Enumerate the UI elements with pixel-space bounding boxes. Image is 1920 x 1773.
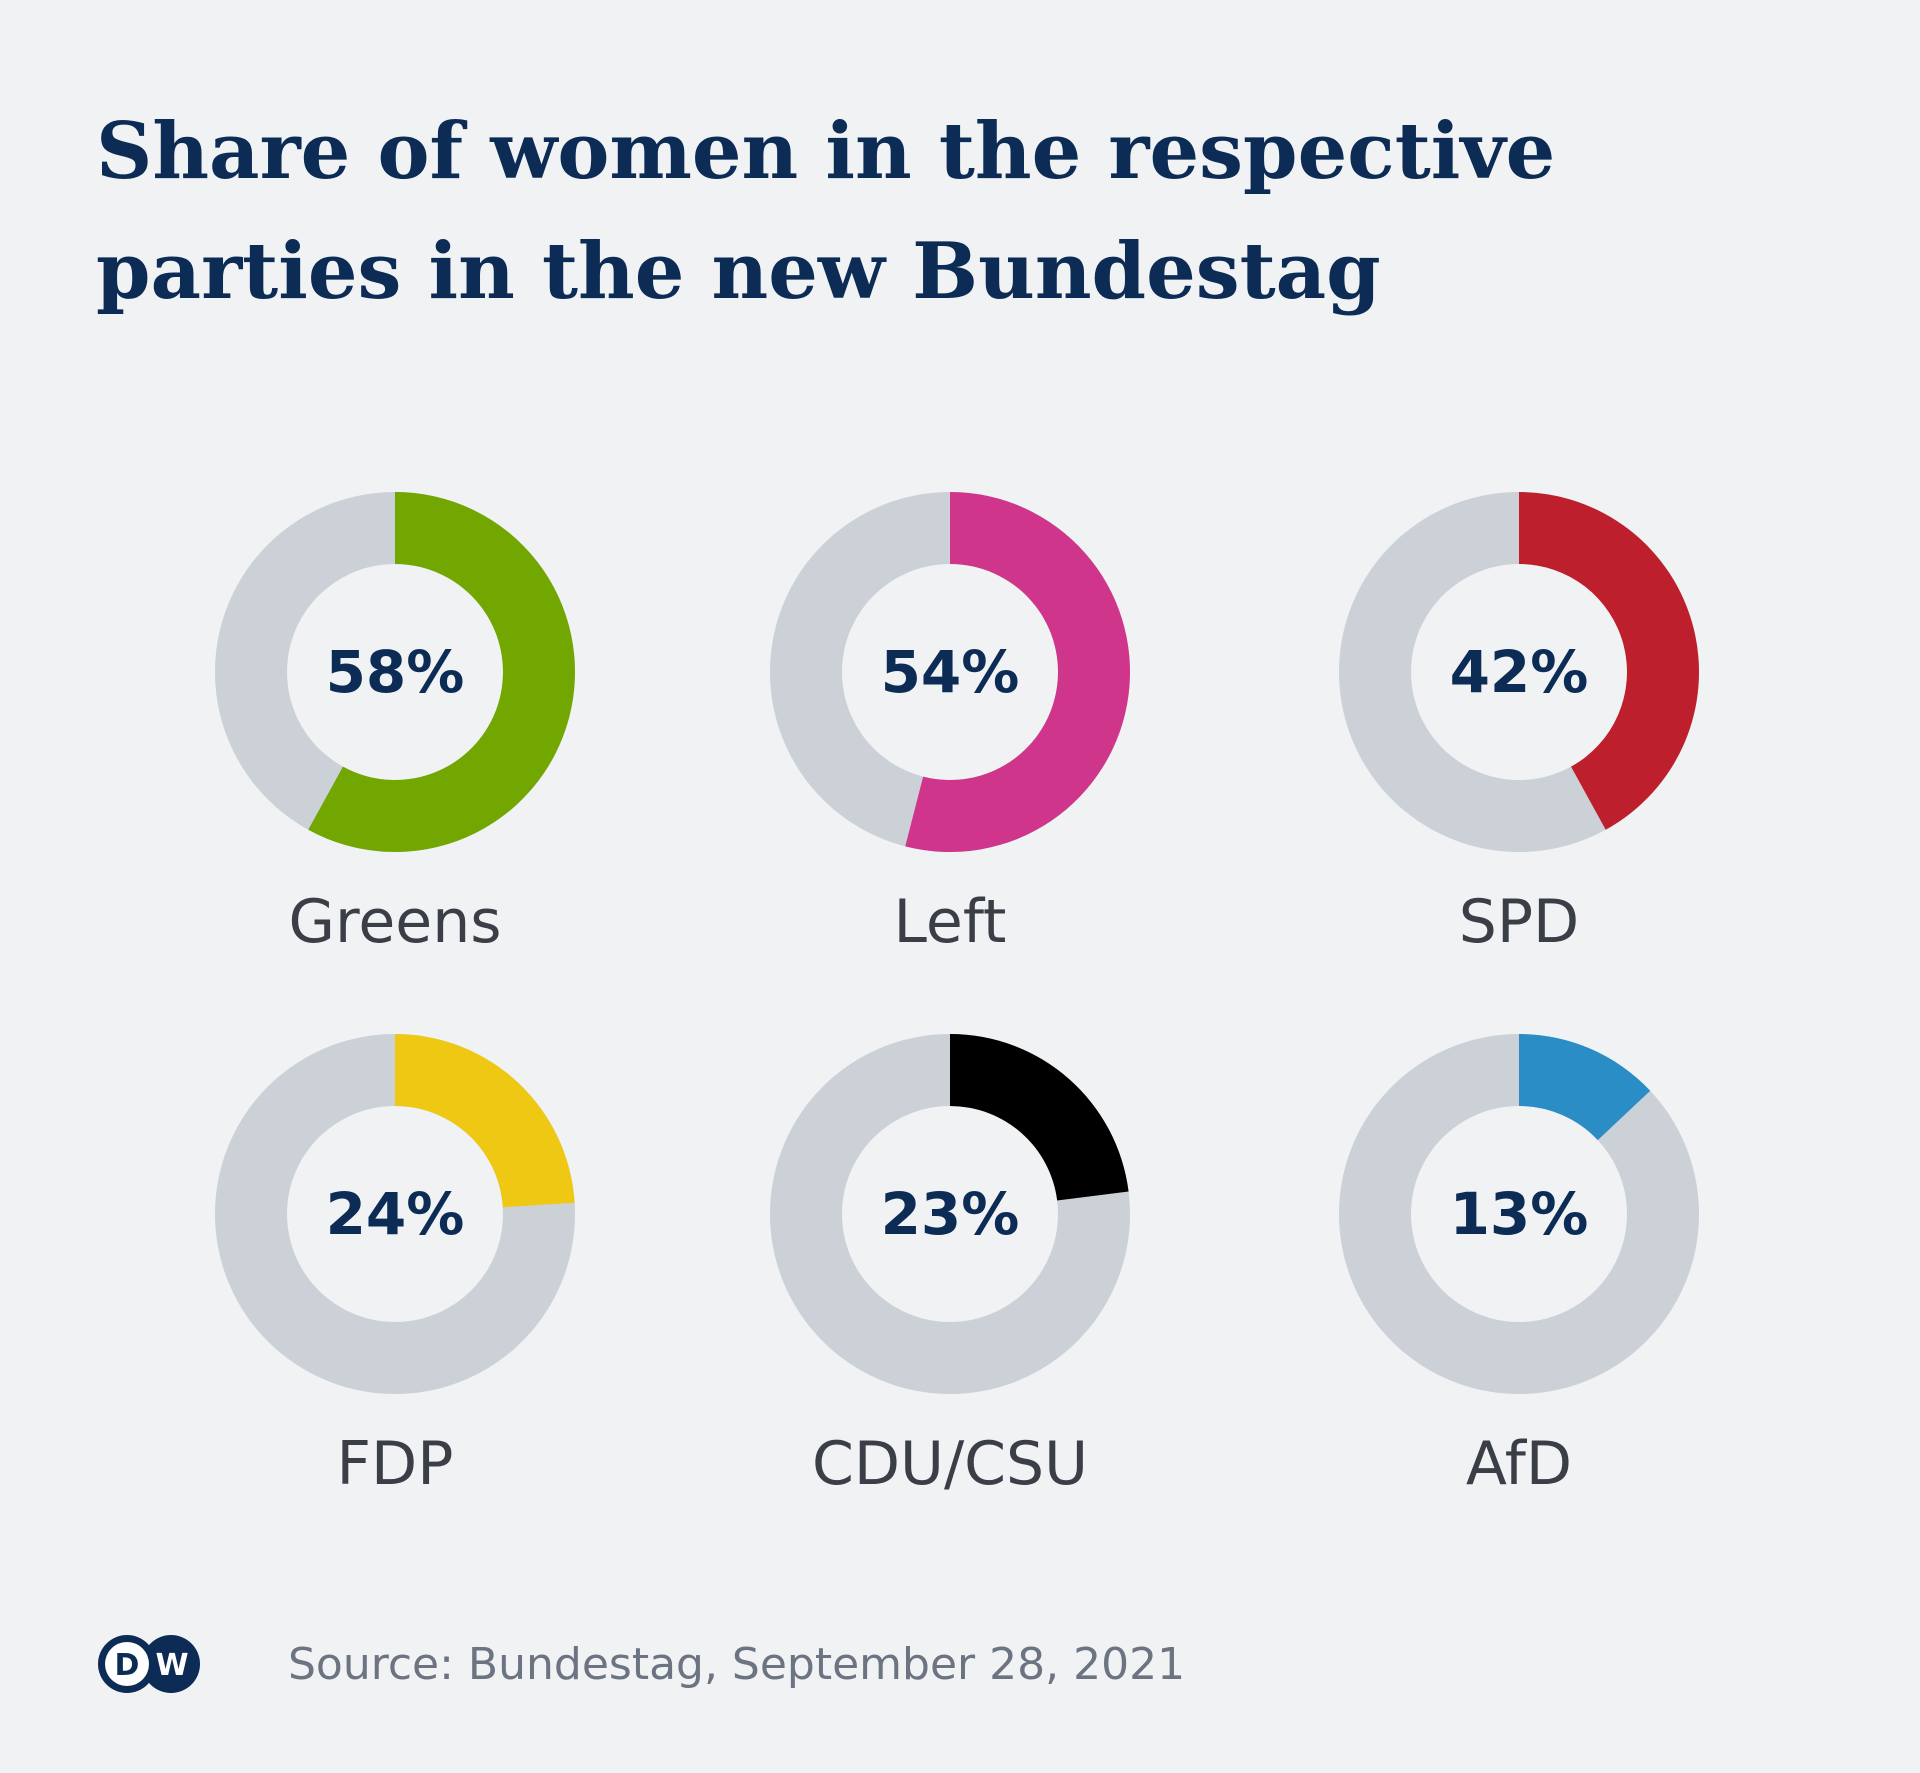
party-label-spd: SPD (1458, 887, 1580, 957)
dw-logo: D W (98, 1635, 200, 1693)
donut-segment-left (905, 492, 1130, 852)
party-label-left: Left (893, 887, 1007, 957)
donut-cdu-csu: 23% CDU/CSU (710, 1034, 1190, 1554)
donut-segment-cdu-csu (950, 1034, 1129, 1201)
donut-svg-left (769, 492, 1130, 852)
value-label-greens: 58% (325, 638, 465, 706)
donut-svg-spd (1338, 492, 1699, 852)
donut-segment-fdp (395, 1034, 575, 1208)
value-label-afd: 13% (1449, 1180, 1589, 1248)
value-label-left: 54% (880, 638, 1020, 706)
footer: D W Source: Bundestag, September 28, 202… (96, 1630, 1396, 1700)
donut-fdp: 24% FDP (155, 1034, 635, 1554)
value-label-spd: 42% (1449, 638, 1589, 706)
donut-svg-fdp (214, 1034, 575, 1394)
donut-svg-afd (1338, 1034, 1699, 1394)
value-label-fdp: 24% (325, 1180, 465, 1248)
party-label-cdu-csu: CDU/CSU (811, 1429, 1089, 1499)
donut-segment-afd (1519, 1034, 1651, 1141)
donut-left: 54% Left (710, 492, 1190, 1012)
source-note: Source: Bundestag, September 28, 2021 (288, 1639, 1186, 1690)
page-title: Share of women in the respective parties… (96, 106, 1556, 317)
value-label-cdu-csu: 23% (880, 1180, 1020, 1248)
donut-segment-spd (1519, 492, 1699, 830)
donut-spd: 42% SPD (1279, 492, 1759, 1012)
donut-afd: 13% AfD (1279, 1034, 1759, 1554)
svg-text:D: D (115, 1648, 140, 1683)
svg-text:W: W (155, 1648, 188, 1683)
donut-greens: 58% Greens (155, 492, 635, 1012)
party-label-fdp: FDP (336, 1429, 454, 1499)
party-label-afd: AfD (1465, 1429, 1573, 1499)
donut-svg-cdu-csu (769, 1034, 1130, 1394)
party-label-greens: Greens (288, 887, 502, 957)
donut-svg-greens (214, 492, 575, 852)
donut-segment-greens (308, 492, 575, 852)
